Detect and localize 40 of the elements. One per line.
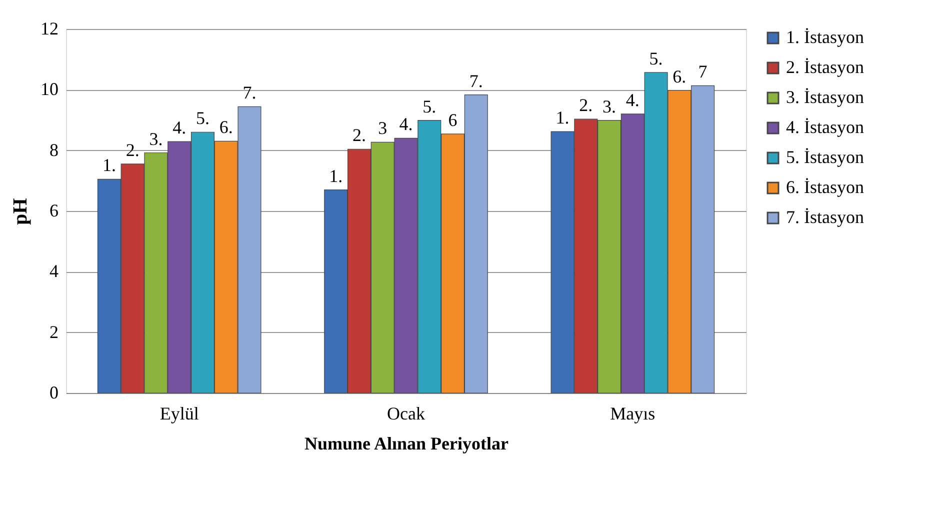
annotation: 3 xyxy=(378,118,388,138)
annotation: 3. xyxy=(602,96,616,116)
annotation: 5. xyxy=(196,108,210,128)
legend-label: 2. İstasyon xyxy=(786,57,864,77)
annotation: 4. xyxy=(172,118,186,138)
y-tick-label: 0 xyxy=(50,382,58,402)
annotation: 5. xyxy=(649,48,663,68)
legend-label: 1. İstasyon xyxy=(786,27,864,47)
annotation: 7. xyxy=(469,70,483,91)
annotation: 4. xyxy=(399,114,413,134)
x-tick-label: Eylül xyxy=(160,404,199,424)
legend-label: 3. İstasyon xyxy=(786,87,864,107)
annotation: 4. xyxy=(626,90,640,110)
x-axis-title: Numune Alınan Periyotlar xyxy=(304,434,509,454)
annotation: 1. xyxy=(102,155,116,176)
annotation: 1. xyxy=(329,166,343,186)
y-tick-label: 2 xyxy=(50,322,58,342)
annotation: 6. xyxy=(672,66,686,86)
y-tick-label: 8 xyxy=(50,140,58,160)
y-tick-label: 4 xyxy=(50,261,58,282)
y-tick-label: 10 xyxy=(40,79,58,100)
x-tick-label: Mayıs xyxy=(610,404,656,424)
legend-label: 6. İstasyon xyxy=(786,177,864,197)
x-tick-label: Ocak xyxy=(387,404,425,424)
annotation: 1. xyxy=(556,108,570,128)
y-axis-title: pH xyxy=(10,198,32,225)
annotation: 2. xyxy=(352,125,366,146)
annotation: 5. xyxy=(422,96,436,116)
annotation: 6 xyxy=(448,110,458,130)
annotation: 7. xyxy=(242,82,256,103)
legend-label: 5. İstasyon xyxy=(786,147,864,167)
annotation: 2. xyxy=(126,140,140,160)
y-tick-label: 12 xyxy=(40,18,58,38)
annotation: 7 xyxy=(698,62,708,82)
annotation: 6. xyxy=(219,117,233,138)
annotation: 3. xyxy=(149,128,163,149)
legend-label: 7. İstasyon xyxy=(786,207,864,227)
annotation: 2. xyxy=(579,95,593,116)
legend-label: 4. İstasyon xyxy=(786,117,864,137)
y-tick-label: 6 xyxy=(50,200,58,220)
